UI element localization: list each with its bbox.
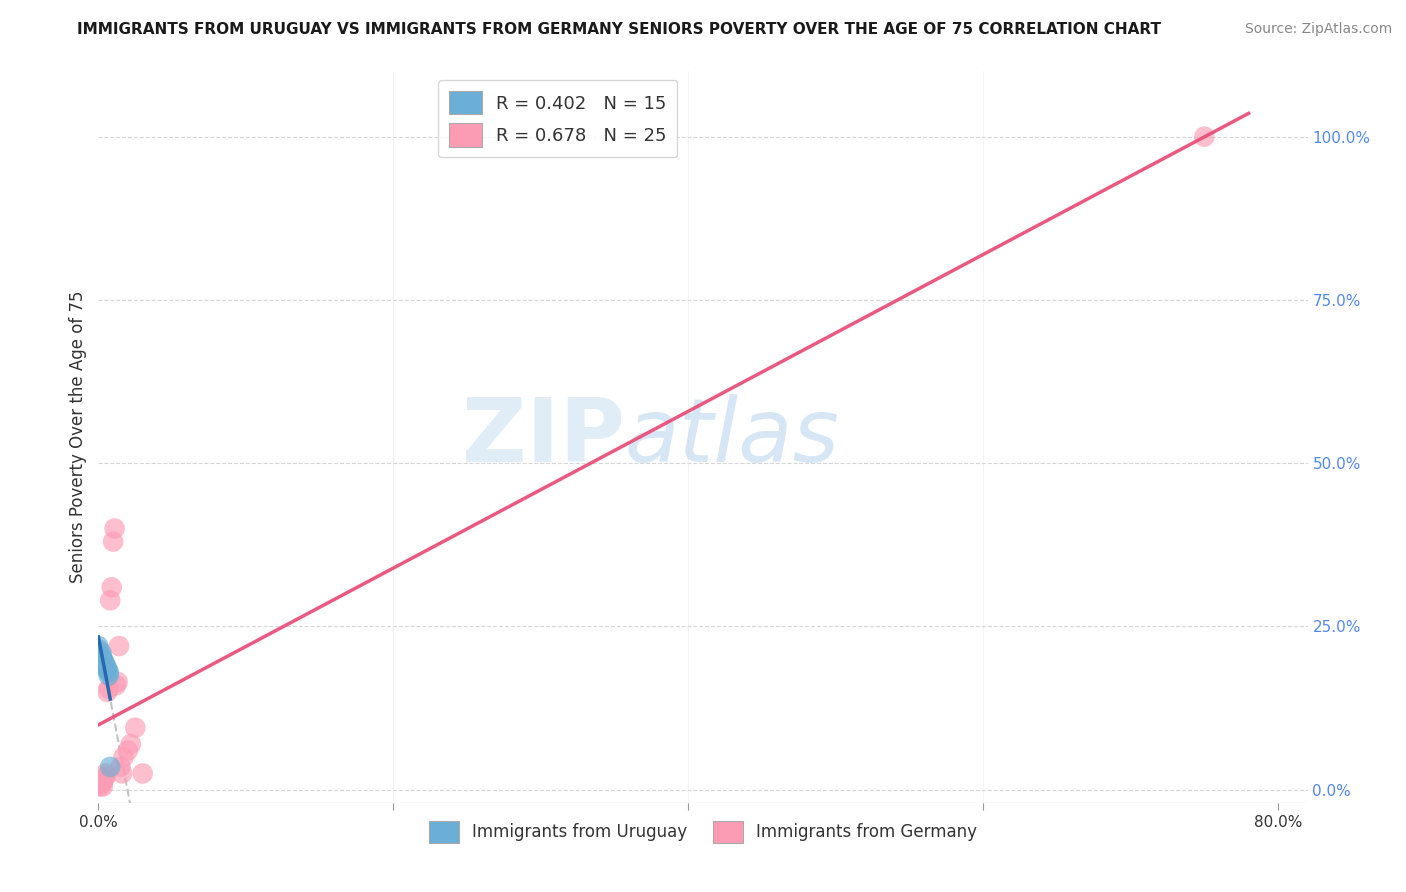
Point [94, 660, 117, 674]
Point [87, 776, 110, 790]
Point [120, 737, 142, 751]
Point [124, 721, 146, 735]
Point [1194, 129, 1216, 144]
Legend: Immigrants from Uruguay, Immigrants from Germany: Immigrants from Uruguay, Immigrants from… [422, 814, 984, 849]
Point [108, 639, 131, 653]
Text: ZIP: ZIP [461, 393, 624, 481]
Point [105, 678, 128, 692]
Point [89, 780, 111, 794]
Point [111, 766, 134, 780]
Point [91, 775, 114, 789]
Point [93, 657, 115, 671]
Point [96, 663, 118, 677]
Point [97, 668, 120, 682]
Point [91, 780, 114, 794]
Point [112, 750, 135, 764]
Point [93, 771, 115, 785]
Y-axis label: Seniors Poverty Over the Age of 75: Seniors Poverty Over the Age of 75 [69, 291, 87, 583]
Point [96, 662, 118, 676]
Point [104, 521, 127, 535]
Point [91, 653, 114, 667]
Point [93, 656, 115, 670]
Point [90, 778, 112, 792]
Point [107, 675, 129, 690]
Text: Source: ZipAtlas.com: Source: ZipAtlas.com [1244, 22, 1392, 37]
Point [110, 760, 132, 774]
Point [87, 642, 110, 657]
Point [97, 681, 120, 696]
Point [98, 593, 121, 607]
Point [101, 534, 124, 549]
Point [87, 639, 110, 653]
Point [117, 743, 139, 757]
Point [96, 685, 118, 699]
Point [90, 648, 112, 663]
Point [131, 766, 153, 780]
Text: IMMIGRANTS FROM URUGUAY VS IMMIGRANTS FROM GERMANY SENIORS POVERTY OVER THE AGE : IMMIGRANTS FROM URUGUAY VS IMMIGRANTS FR… [77, 22, 1161, 37]
Point [91, 652, 114, 666]
Point [94, 766, 117, 780]
Point [97, 665, 120, 680]
Text: atlas: atlas [624, 394, 839, 480]
Point [90, 646, 112, 660]
Point [94, 658, 117, 673]
Point [98, 760, 121, 774]
Point [100, 580, 122, 594]
Point [94, 770, 117, 784]
